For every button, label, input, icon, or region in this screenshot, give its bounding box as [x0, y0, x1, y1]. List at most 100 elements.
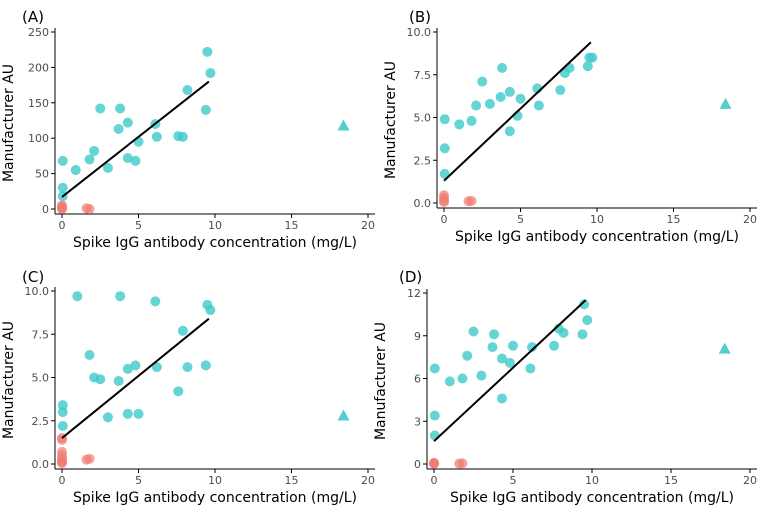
- x-tick-label: 15: [285, 219, 299, 232]
- positive-point: [454, 119, 465, 130]
- negative-point: [57, 200, 67, 211]
- x-tick-label: 0: [441, 213, 448, 226]
- x-tick-label: 10: [585, 474, 599, 487]
- positive-point: [549, 340, 560, 351]
- positive-point: [173, 386, 184, 397]
- positive-point: [489, 329, 500, 340]
- x-tick-label: 0: [59, 474, 66, 487]
- positive-point: [133, 136, 144, 147]
- positive-point: [70, 165, 81, 176]
- positive-point: [429, 363, 440, 374]
- positive-point: [457, 373, 468, 384]
- positive-point: [468, 326, 479, 337]
- y-axis-title: Manufacturer AU: [383, 61, 399, 179]
- positive-point: [57, 400, 68, 411]
- positive-point: [439, 114, 450, 125]
- positive-point: [205, 68, 216, 79]
- positive-point: [57, 407, 68, 418]
- x-tick-label: 20: [743, 474, 757, 487]
- positive-point: [504, 357, 515, 368]
- positive-point: [555, 85, 566, 96]
- x-tick-label: 10: [208, 474, 222, 487]
- y-tick-label: 150: [28, 97, 49, 110]
- outlier-triangle-point: [337, 409, 350, 421]
- positive-point: [130, 155, 141, 166]
- positive-point: [496, 353, 507, 364]
- positive-point: [95, 103, 106, 114]
- positive-point: [525, 363, 536, 374]
- positive-point: [439, 143, 450, 154]
- negative-point: [84, 204, 95, 214]
- x-tick-label: 5: [135, 219, 142, 232]
- x-tick-label: 20: [743, 213, 757, 226]
- positive-point: [579, 299, 590, 310]
- y-tick-label: 5.0: [32, 372, 50, 385]
- y-tick-label: 0.0: [414, 197, 432, 210]
- positive-point: [577, 329, 588, 340]
- positive-point: [202, 46, 213, 57]
- negative-point: [457, 458, 468, 469]
- positive-point: [462, 350, 473, 361]
- x-tick-label: 5: [510, 474, 517, 487]
- y-tick-label: 0.0: [32, 458, 50, 471]
- y-tick-label: 200: [28, 61, 49, 74]
- positive-point: [444, 376, 455, 387]
- y-tick-label: 0: [414, 458, 421, 471]
- negative-point: [466, 195, 477, 206]
- y-tick-label: 9: [414, 330, 421, 343]
- x-axis-title: Spike IgG antibody concentration (mg/L): [73, 490, 357, 506]
- x-tick-label: 15: [667, 213, 681, 226]
- x-tick-label: 15: [664, 474, 678, 487]
- positive-point: [558, 327, 569, 338]
- outlier-triangle-point: [719, 97, 732, 109]
- x-axis-title: Spike IgG antibody concentration (mg/L): [455, 229, 739, 245]
- panel-label: (A): [22, 8, 44, 26]
- positive-point: [515, 93, 526, 104]
- x-tick-label: 15: [285, 474, 299, 487]
- positive-point: [177, 325, 188, 336]
- y-tick-label: 50: [35, 168, 49, 181]
- x-axis-title: Spike IgG antibody concentration (mg/L): [450, 490, 734, 506]
- positive-point: [200, 104, 211, 115]
- y-axis-title: Manufacturer AU: [1, 64, 17, 182]
- x-tick-label: 5: [517, 213, 524, 226]
- negative-point: [57, 458, 67, 469]
- y-tick-label: 3: [414, 415, 421, 428]
- positive-point: [508, 340, 518, 351]
- positive-point: [205, 305, 216, 316]
- panel-d: 0 5 10 15 20 0 3 6 9 12 Spike IgG antibody concent…: [373, 268, 757, 506]
- x-tick-label: 0: [59, 219, 66, 232]
- positive-point: [72, 291, 83, 302]
- positive-point: [115, 291, 126, 302]
- y-tick-label: 6: [414, 373, 421, 386]
- y-tick-label: 250: [28, 26, 49, 39]
- panel-b: 0 5 10 15 20 0.0 2.5 5.0 7.5 10.0 Spike IgG antibo…: [383, 8, 757, 245]
- positive-point: [429, 410, 440, 421]
- y-tick-label: 5.0: [414, 112, 432, 125]
- panel-label: (B): [409, 8, 431, 26]
- regression-line: [443, 41, 592, 182]
- negative-point: [439, 190, 449, 201]
- y-axis-title: Manufacturer AU: [373, 322, 389, 440]
- x-axis-title: Spike IgG antibody concentration (mg/L): [73, 235, 357, 251]
- positive-point: [496, 393, 507, 404]
- positive-point: [122, 153, 133, 164]
- x-tick-label: 0: [431, 474, 438, 487]
- positive-point: [95, 374, 106, 385]
- outlier-triangle-point: [718, 342, 731, 354]
- positive-point: [84, 350, 95, 361]
- y-tick-label: 0: [42, 203, 49, 216]
- regression-line: [433, 299, 587, 442]
- positive-point: [477, 76, 488, 87]
- positive-point: [113, 375, 124, 386]
- positive-point: [151, 362, 162, 373]
- positive-point: [57, 420, 68, 431]
- x-tick-label: 10: [590, 213, 604, 226]
- positive-point: [122, 363, 133, 374]
- positive-point: [102, 412, 113, 423]
- outlier-triangle-point: [337, 119, 350, 131]
- y-tick-label: 100: [28, 132, 49, 145]
- positive-point: [476, 370, 487, 381]
- positive-point: [150, 296, 161, 307]
